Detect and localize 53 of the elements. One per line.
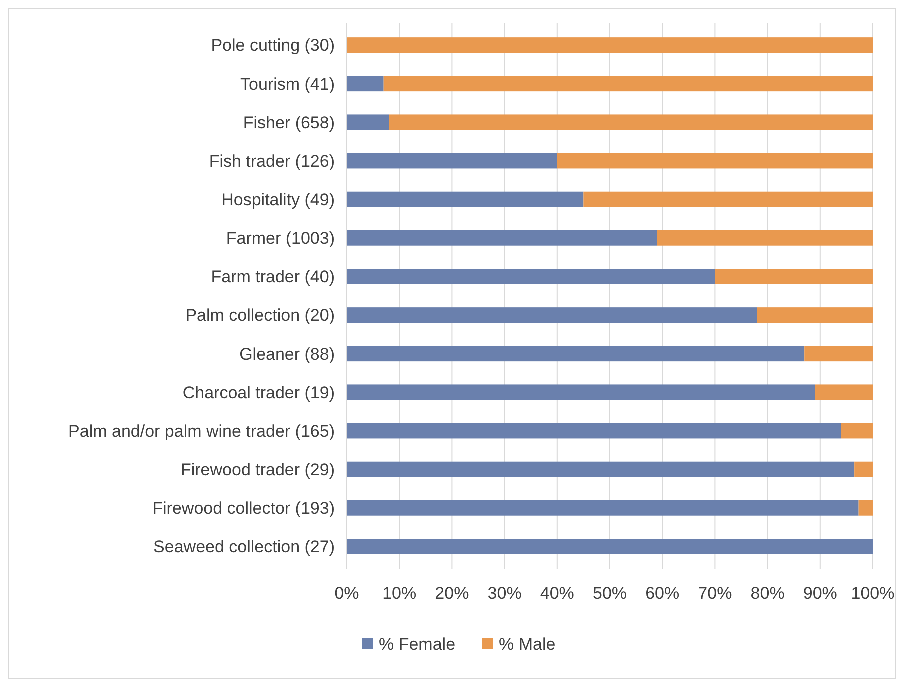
y-tick-label: Firewood collector (193) [152,499,335,518]
x-tick-label: 10% [382,584,417,603]
x-tick-label: 100% [851,584,895,603]
y-tick-label: Tourism (41) [240,74,335,94]
y-tick-label: Seaweed collection (27) [154,538,335,557]
y-tick-label: Palm and/or palm wine trader (165) [68,422,335,441]
y-tick-label: Fish trader (126) [209,152,335,171]
y-tick-label: Gleaner (88) [240,344,335,364]
x-tick-label: 0% [334,584,360,603]
y-tick-label: Firewood trader (29) [180,460,335,480]
bar [557,153,873,169]
y-tick-label: Fisher (658) [243,113,335,132]
bar [347,539,873,554]
bar [347,114,390,130]
bar [347,500,859,516]
y-tick-label: Farmer (1003) [226,229,335,248]
bar [657,230,873,246]
y-tick-label: Farm trader (40) [211,268,335,287]
bar [757,308,873,323]
bar [347,153,558,169]
x-tick-label: 80% [750,584,785,603]
bar [347,308,758,323]
legend-label: % Female [379,634,456,654]
bar [347,462,855,478]
bar [715,269,873,284]
x-tick-label: 30% [488,584,522,603]
bar [389,114,873,130]
bar [854,462,873,478]
x-tick-label: 60% [646,584,680,603]
bar [347,76,384,92]
y-tick-label: Palm collection (20) [186,306,335,326]
bar [347,192,584,208]
x-tick-label: 20% [435,584,470,603]
y-tick-label: Hospitality (49) [222,190,335,210]
x-tick-label: 90% [803,584,838,603]
legend-label: % Male [499,634,556,654]
x-tick-label: 50% [592,584,628,603]
bar [347,230,658,246]
bar [804,346,873,362]
bar [347,269,716,284]
bar [858,500,873,516]
x-tick-label: 70% [698,584,732,603]
bar [841,423,873,439]
x-tick-label: 40% [540,584,574,603]
bar [347,346,805,362]
bar [384,76,873,92]
bar [584,192,873,208]
bar [347,423,842,439]
bar [815,384,873,400]
bar [347,38,873,53]
bar [347,384,816,400]
y-tick-label: Charcoal trader (19) [182,383,335,402]
y-tick-label: Pole cutting (30) [211,36,335,56]
